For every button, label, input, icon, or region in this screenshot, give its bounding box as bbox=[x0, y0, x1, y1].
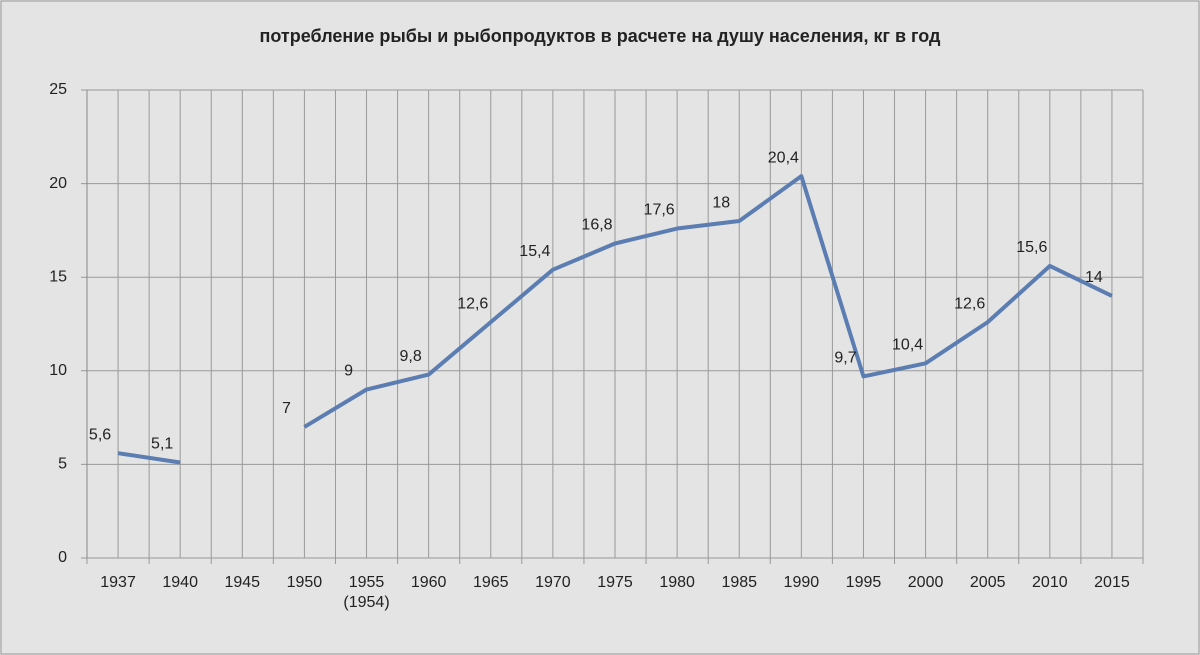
data-label: 5,1 bbox=[151, 436, 173, 453]
x-tick-label: 1980 bbox=[659, 574, 695, 591]
x-tick-label: 1995 bbox=[845, 574, 882, 591]
data-label: 7 bbox=[282, 400, 291, 417]
data-label: 15,6 bbox=[1016, 239, 1047, 256]
x-tick-label: 2010 bbox=[1032, 574, 1068, 591]
x-tick-label: 1955 (1954) bbox=[343, 574, 390, 611]
x-tick-label: 1985 bbox=[721, 574, 758, 591]
data-label: 20,4 bbox=[768, 149, 799, 166]
x-tick-label: 1965 bbox=[472, 574, 509, 591]
x-tick-label: 2005 bbox=[969, 574, 1006, 591]
x-tick-label: 1940 bbox=[162, 574, 198, 591]
x-tick-label: 1975 bbox=[597, 574, 633, 591]
x-tick-label: 1990 bbox=[783, 574, 820, 591]
data-label: 17,6 bbox=[644, 202, 675, 219]
data-label: 16,8 bbox=[581, 217, 612, 234]
x-tick-label: 1970 bbox=[535, 574, 571, 591]
chart-title: потребление рыбы и рыбопродуктов в расче… bbox=[260, 26, 942, 46]
data-label: 5,6 bbox=[89, 426, 111, 443]
x-tick-label: 1960 bbox=[410, 574, 447, 591]
y-tick-label: 10 bbox=[49, 362, 67, 379]
x-tick-label: 1945 bbox=[224, 574, 261, 591]
data-label: 9 bbox=[344, 363, 353, 380]
data-label: 9,8 bbox=[400, 348, 422, 365]
data-label: 18 bbox=[712, 194, 730, 211]
x-tick-label: 2015 bbox=[1094, 574, 1130, 591]
y-tick-label: 15 bbox=[49, 268, 67, 285]
data-label: 14 bbox=[1085, 269, 1103, 286]
x-tick-label: 2000 bbox=[907, 574, 944, 591]
data-label: 15,4 bbox=[519, 243, 550, 260]
line bbox=[117, 451, 181, 465]
data-label: 10,4 bbox=[892, 337, 923, 354]
data-label: 12,6 bbox=[954, 295, 985, 312]
y-tick-label: 20 bbox=[49, 175, 67, 192]
data-label: 12,6 bbox=[457, 295, 488, 312]
data-label: 9,7 bbox=[834, 350, 856, 367]
x-tick-label: 1937 bbox=[100, 574, 136, 591]
y-tick-label: 0 bbox=[58, 549, 67, 566]
y-tick-label: 25 bbox=[49, 81, 67, 98]
line bbox=[303, 174, 1113, 429]
x-tick-label: 1950 bbox=[286, 574, 323, 591]
y-tick-label: 5 bbox=[58, 456, 67, 473]
